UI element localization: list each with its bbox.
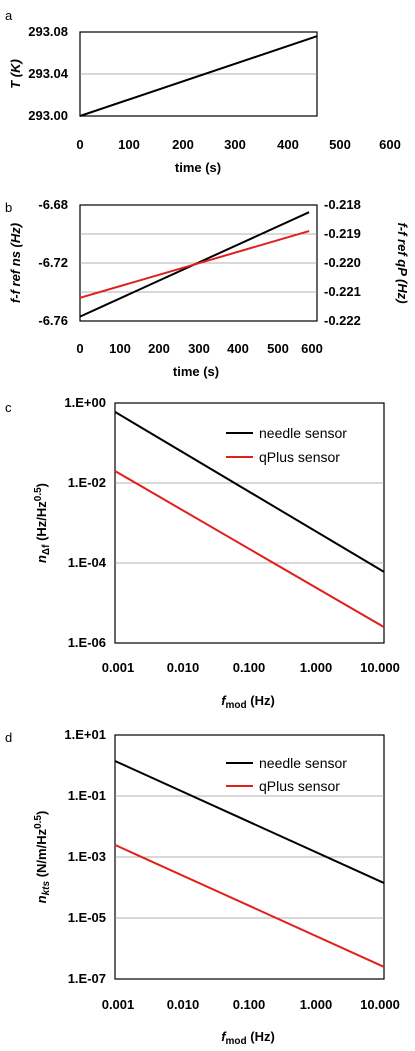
panel-b-x-tick-label: 0 (76, 341, 83, 356)
panel-b-y-tick-label: -6.72 (38, 255, 68, 270)
panel-a-x-tick-label: 600 (379, 137, 401, 152)
panel-c-x-tick-label: 10.000 (360, 660, 400, 675)
panel-d-x-axis-label: fmod (Hz) (221, 1029, 275, 1047)
panel-c-y-tick-label: 1.E+00 (64, 395, 106, 410)
panel-b-y-tick-label: -6.76 (38, 313, 68, 328)
panel-c-letter: c (5, 400, 12, 415)
panel-b-right-tick-label: -0.221 (324, 284, 361, 299)
panel-b-series-line-1 (79, 230, 310, 299)
panel-a-x-tick-label: 400 (277, 137, 299, 152)
panel-b-x-tick-label: 600 (301, 341, 323, 356)
panel-a-x-tick-label: 500 (329, 137, 351, 152)
panel-a-series (79, 35, 318, 117)
panel-d-x-tick-label: 0.010 (167, 997, 200, 1012)
panel-c-x-tick-label: 0.001 (102, 660, 135, 675)
panel-c-gridlines (115, 482, 384, 564)
panel-d-y-axis-label: nkts (N/m/Hz0.5) (33, 811, 52, 904)
panel-c-legend: needle sensor qPlus sensor (226, 425, 347, 465)
panel-a-x-tick-label: 100 (118, 137, 140, 152)
panel-c-x-tick-labels: 0.001 0.010 0.100 1.000 10.000 (102, 660, 400, 675)
panel-b-right-axis-label: f-f ref qP (Hz) (395, 222, 410, 303)
panel-a-x-axis-label: time (s) (175, 160, 221, 175)
panel-a-y-tick-labels: 293.00 293.04 293.08 (28, 24, 69, 123)
panel-b-x-tick-label: 400 (227, 341, 249, 356)
panel-b-x-tick-label: 100 (109, 341, 131, 356)
panel-c-legend-label: qPlus sensor (259, 449, 340, 465)
panel-d-x-tick-label: 10.000 (360, 997, 400, 1012)
panel-b-x-tick-label: 500 (267, 341, 289, 356)
panel-c-plot-frame (114, 402, 385, 644)
panel-c-y-axis-label: nΔf (Hz/Hz0.5) (33, 483, 52, 563)
panel-c-y-tick-label: 1.E-06 (68, 635, 106, 650)
panel-d-x-tick-label: 0.001 (102, 997, 135, 1012)
panel-a-y-tick-label: 293.08 (28, 24, 68, 39)
panel-b-right-tick-label: -0.222 (324, 313, 361, 328)
panel-b-right-tick-label: -0.219 (324, 226, 361, 241)
panel-c-x-axis-label: fmod (Hz) (221, 693, 275, 711)
panel-b-y-axis-label: f-f ref ns (Hz) (8, 223, 23, 303)
panel-b-x-tick-label: 200 (148, 341, 170, 356)
panel-d-y-tick-label: 1.E-01 (68, 788, 106, 803)
panel-c-x-tick-label: 1.000 (300, 660, 333, 675)
panel-c: c 1.E-06 1.E-04 1.E-02 1.E+00 0.001 0.01… (5, 395, 400, 711)
panel-d-y-tick-label: 1.E-03 (68, 849, 106, 864)
panel-b-x-tick-label: 300 (188, 341, 210, 356)
panel-a-y-tick-label: 293.04 (28, 66, 69, 81)
panel-b-right-tick-labels: -0.222 -0.221 -0.220 -0.219 -0.218 (324, 197, 361, 328)
panel-c-series (114, 411, 385, 628)
panel-b-y-tick-label: -6.68 (38, 197, 68, 212)
panel-d-series-line-0 (114, 760, 385, 884)
panel-a: a 293.00 293.04 293.08 0 100 200 300 400… (5, 8, 401, 175)
panel-a-x-tick-label: 0 (76, 137, 83, 152)
panel-b-right-tick-label: -0.218 (324, 197, 361, 212)
panel-c-x-tick-label: 0.010 (167, 660, 200, 675)
panel-a-x-tick-label: 300 (224, 137, 246, 152)
panel-c-y-tick-labels: 1.E-06 1.E-04 1.E-02 1.E+00 (64, 395, 106, 650)
panel-a-letter: a (5, 8, 13, 23)
panel-d-legend: needle sensor qPlus sensor (226, 755, 347, 794)
panel-d-y-tick-label: 1.E-05 (68, 910, 106, 925)
panel-c-series-line-0 (114, 411, 385, 573)
panel-b-right-tick-label: -0.220 (324, 255, 361, 270)
panel-c-y-tick-label: 1.E-02 (68, 475, 106, 490)
panel-d-gridlines (115, 795, 384, 919)
panel-d-series (114, 760, 385, 968)
panel-b-letter: b (5, 200, 12, 215)
panel-b-x-tick-labels: 0 100 200 300 400 500 600 (76, 341, 322, 356)
panel-d-y-tick-label: 1.E+01 (64, 727, 106, 742)
panel-c-y-tick-label: 1.E-04 (68, 555, 107, 570)
panel-c-x-tick-label: 0.100 (233, 660, 266, 675)
panel-d-y-tick-labels: 1.E-07 1.E-05 1.E-03 1.E-01 1.E+01 (64, 727, 106, 986)
panel-a-x-tick-labels: 0 100 200 300 400 500 600 (76, 137, 400, 152)
panel-d-series-line-1 (114, 843, 385, 968)
panel-b-x-axis-label: time (s) (173, 364, 219, 379)
panel-a-series-line-0 (79, 35, 318, 117)
panel-d-x-tick-label: 1.000 (300, 997, 333, 1012)
panel-a-x-tick-label: 200 (172, 137, 194, 152)
panel-c-legend-label: needle sensor (259, 425, 347, 441)
panel-d-letter: d (5, 730, 12, 745)
panel-d-legend-label: needle sensor (259, 755, 347, 771)
panel-d-legend-label: qPlus sensor (259, 778, 340, 794)
panel-a-y-axis-label: T (K) (8, 59, 23, 89)
panel-a-y-tick-label: 293.00 (28, 108, 68, 123)
panel-d: d 1.E-07 1.E-05 1.E-03 1.E-01 1.E+01 0.0… (5, 727, 400, 1047)
panel-d-x-tick-label: 0.100 (233, 997, 266, 1012)
panel-b-series (79, 211, 310, 318)
panel-b-y-tick-labels: -6.76 -6.72 -6.68 (38, 197, 68, 328)
panel-c-series-line-1 (114, 470, 385, 628)
panel-d-y-tick-label: 1.E-07 (68, 971, 106, 986)
panel-d-x-tick-labels: 0.001 0.010 0.100 1.000 10.000 (102, 997, 400, 1012)
panel-b: b -6.76 -6.72 -6.68 -0.222 -0.221 -0.220… (5, 197, 410, 379)
